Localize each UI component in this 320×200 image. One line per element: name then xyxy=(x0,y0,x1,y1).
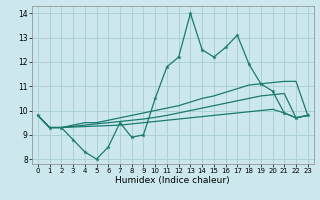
X-axis label: Humidex (Indice chaleur): Humidex (Indice chaleur) xyxy=(116,176,230,185)
